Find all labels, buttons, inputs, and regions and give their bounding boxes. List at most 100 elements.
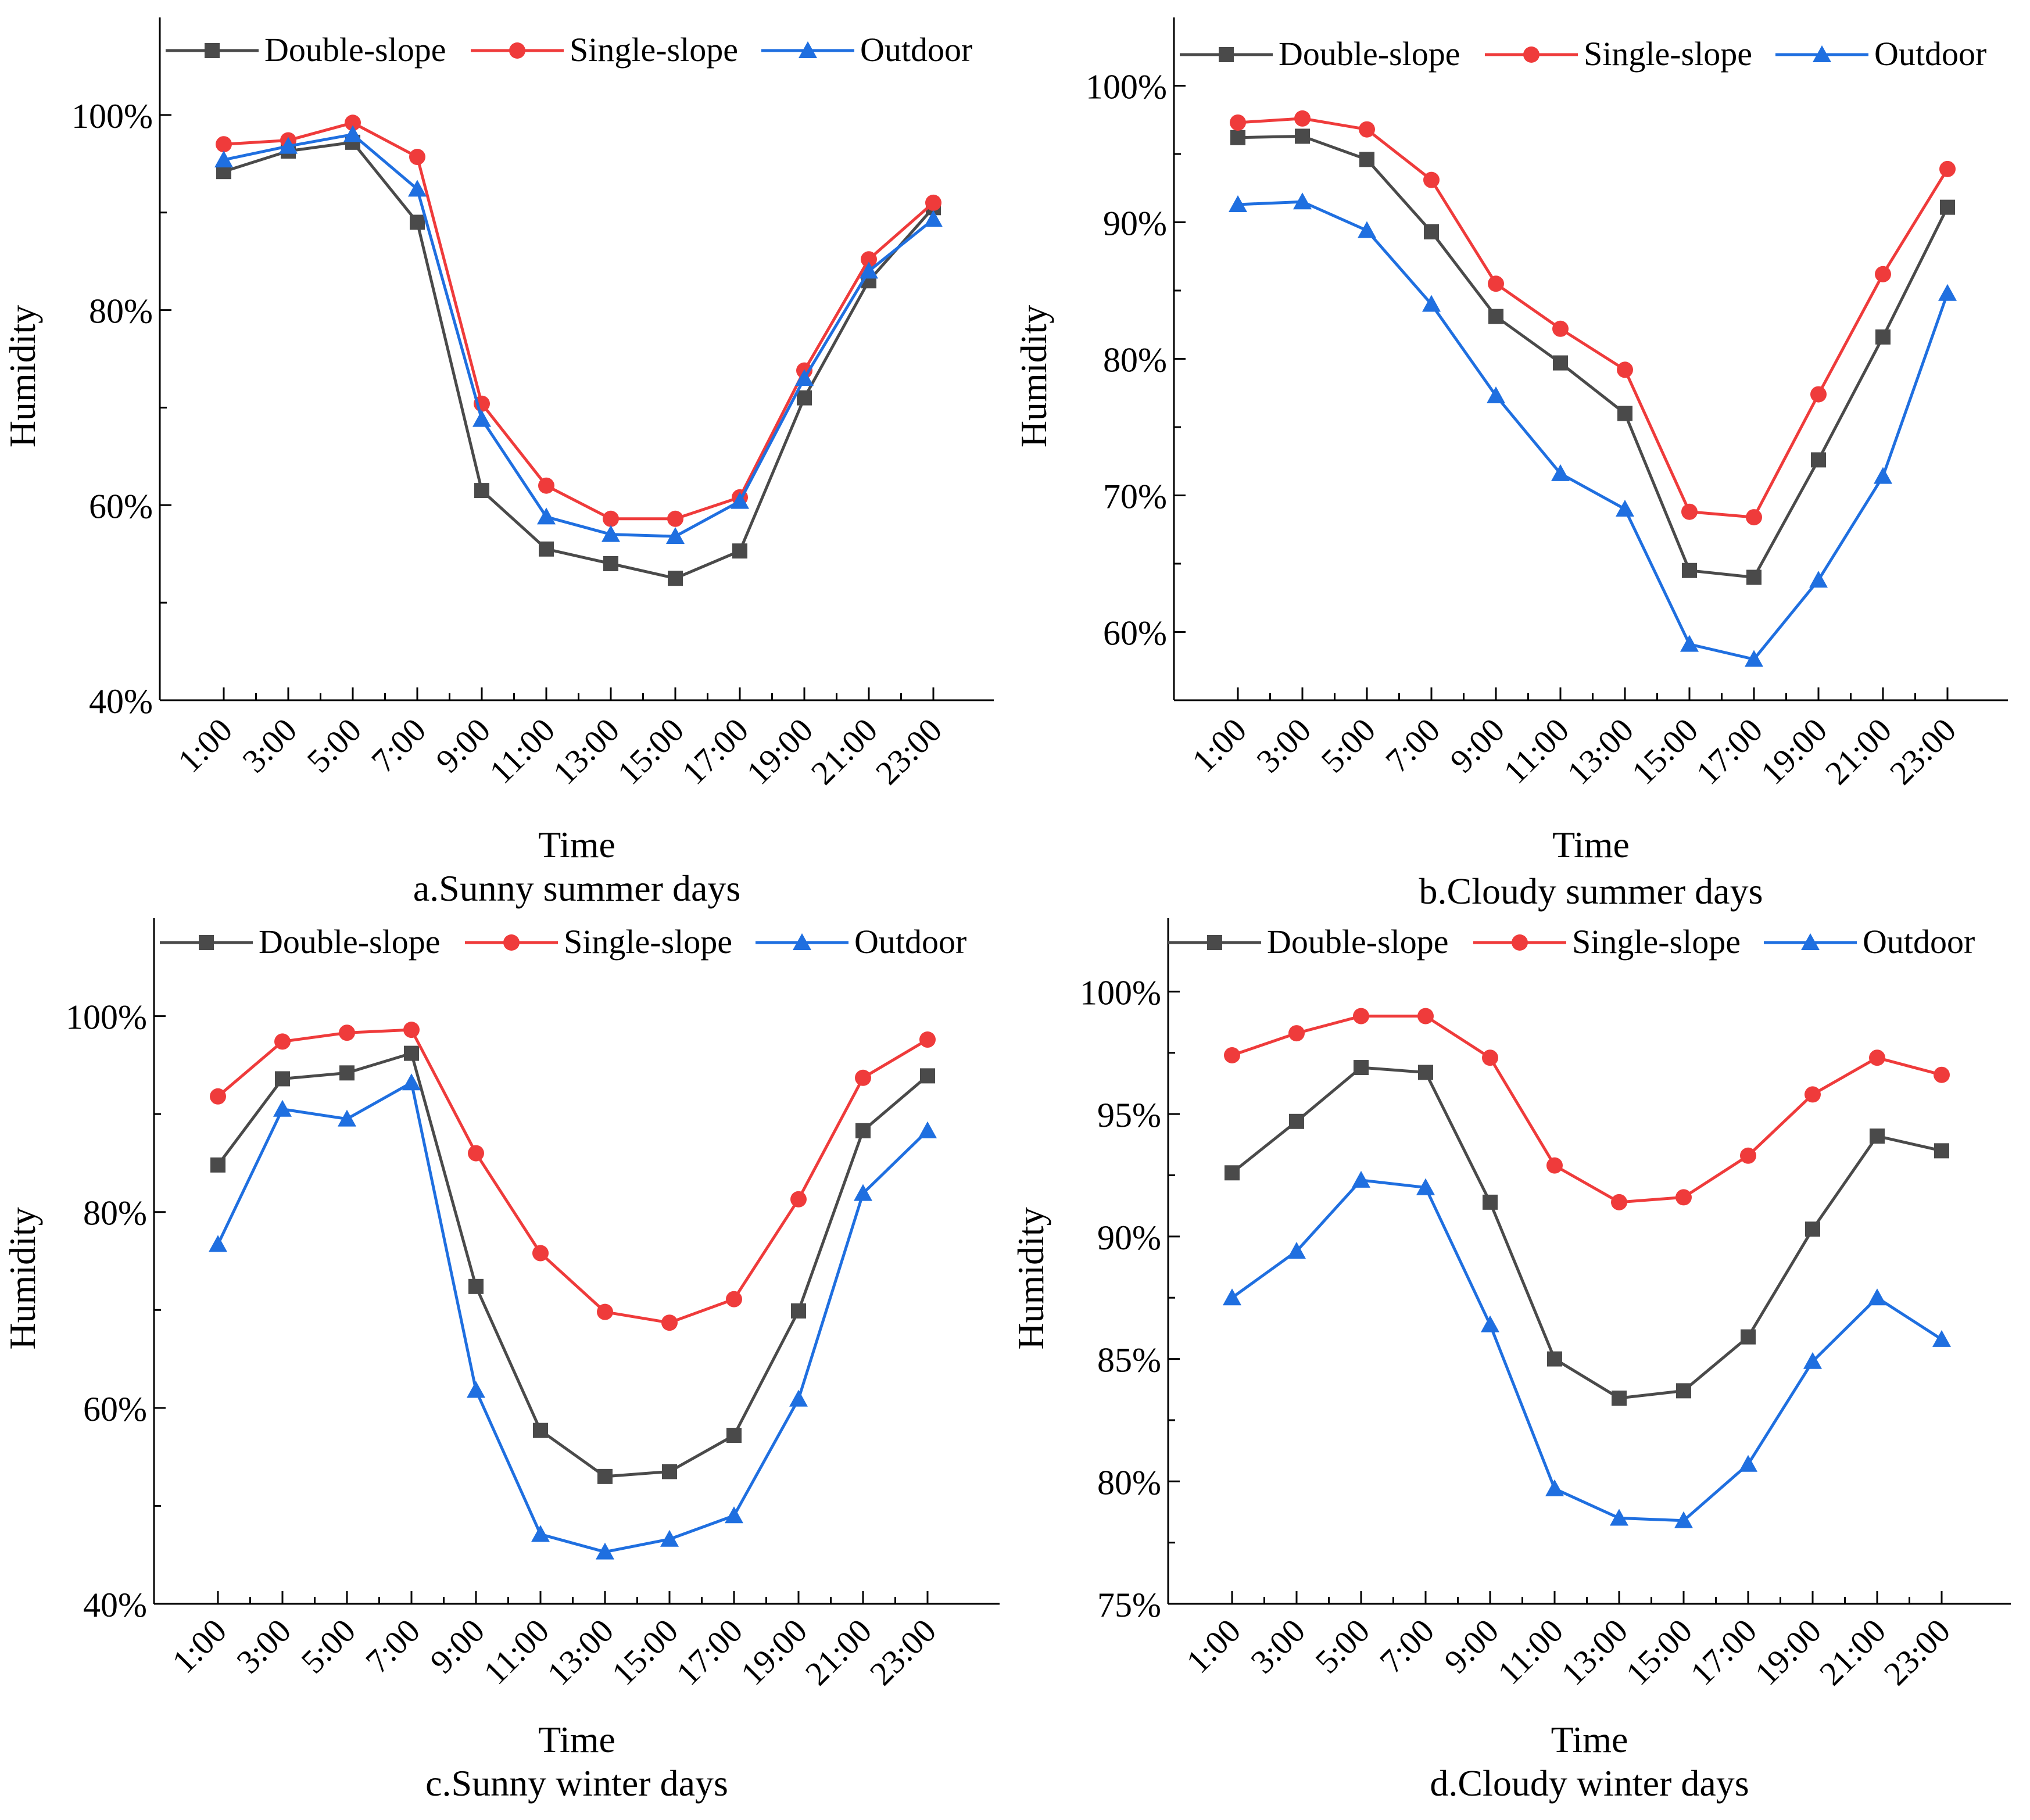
data-point-outdoor xyxy=(1358,221,1376,238)
data-point-double-slope xyxy=(668,571,683,586)
data-point-outdoor xyxy=(1932,1330,1951,1347)
data-point-double-slope xyxy=(1617,406,1632,421)
series-line-double-slope xyxy=(1231,1066,1942,1400)
data-point-single-slope xyxy=(1288,1025,1305,1042)
data-point-outdoor xyxy=(472,410,491,427)
data-point-double-slope xyxy=(1746,569,1762,585)
data-point-outdoor xyxy=(666,527,685,544)
y-axis-label: Humidity xyxy=(2,1207,43,1349)
data-point-single-slope xyxy=(1939,160,1956,177)
data-point-outdoor xyxy=(1616,500,1634,517)
legend-marker xyxy=(509,42,525,59)
data-point-double-slope xyxy=(1230,130,1245,145)
x-tick-label: 15:00 xyxy=(1619,1611,1699,1692)
x-tick-label: 11:00 xyxy=(476,1611,556,1692)
data-point-single-slope xyxy=(661,1314,678,1331)
legend-label: Single-slope xyxy=(570,31,738,69)
legend-label: Double-slope xyxy=(1279,35,1460,73)
x-tick-label: 5:00 xyxy=(293,1611,363,1681)
panel-caption: c.Sunny winter days xyxy=(425,1762,728,1804)
x-tick-label: 1:00 xyxy=(170,711,239,780)
x-tick-label: 3:00 xyxy=(229,1611,298,1681)
data-point-single-slope xyxy=(345,114,361,131)
y-tick-label: 80% xyxy=(1097,1463,1161,1502)
x-tick-label: 19:00 xyxy=(1748,1611,1828,1692)
legend-label: Double-slope xyxy=(259,923,441,961)
data-point-single-slope xyxy=(403,1022,420,1038)
legend-label: Outdoor xyxy=(854,923,966,961)
data-point-outdoor xyxy=(1229,195,1247,212)
data-point-outdoor xyxy=(408,180,427,197)
data-point-double-slope xyxy=(410,214,425,230)
data-point-double-slope xyxy=(1295,128,1310,144)
data-point-outdoor xyxy=(1874,467,1892,484)
data-point-double-slope xyxy=(1805,1221,1820,1237)
y-tick-label: 70% xyxy=(1103,478,1167,516)
data-point-single-slope xyxy=(1810,386,1827,403)
x-tick-label: 19:00 xyxy=(1753,711,1834,791)
legend-marker xyxy=(1219,47,1234,62)
data-point-double-slope xyxy=(1354,1060,1369,1076)
data-point-outdoor xyxy=(1674,1511,1693,1528)
data-point-outdoor xyxy=(1551,464,1570,481)
x-tick-label: 1:00 xyxy=(1179,1611,1248,1681)
y-tick-label: 80% xyxy=(1103,341,1167,379)
y-tick-label: 100% xyxy=(71,97,153,135)
y-tick-label: 95% xyxy=(1097,1096,1161,1134)
data-point-single-slope xyxy=(1869,1049,1885,1066)
x-tick-label: 23:00 xyxy=(1877,1611,1957,1692)
data-point-single-slope xyxy=(1294,110,1311,127)
data-point-double-slope xyxy=(539,541,554,557)
data-point-outdoor xyxy=(731,492,749,509)
data-point-outdoor xyxy=(1352,1170,1370,1188)
legend: Double-slope Single-slope Outdoor xyxy=(1168,923,1975,961)
data-point-double-slope xyxy=(533,1423,548,1438)
series-line-double-slope xyxy=(223,141,935,580)
data-point-outdoor xyxy=(273,1099,292,1117)
x-tick-label: 21:00 xyxy=(1812,1611,1893,1692)
data-point-double-slope xyxy=(726,1428,742,1443)
data-point-single-slope xyxy=(1617,361,1633,378)
data-point-outdoor xyxy=(209,1235,227,1252)
data-point-double-slope xyxy=(1875,329,1891,345)
data-point-outdoor xyxy=(1287,1242,1306,1259)
x-tick-label: 19:00 xyxy=(739,711,820,791)
data-point-double-slope xyxy=(603,556,618,571)
data-point-double-slope xyxy=(1488,309,1503,324)
data-point-outdoor xyxy=(1223,1288,1241,1306)
data-point-single-slope xyxy=(603,510,619,527)
data-point-outdoor xyxy=(279,137,298,154)
y-tick-label: 80% xyxy=(83,1194,147,1233)
chart-panel-c: 40%60%80%100%1:003:005:007:009:0011:0013… xyxy=(2,918,1000,1804)
data-point-single-slope xyxy=(1552,320,1569,337)
data-point-outdoor xyxy=(1422,295,1441,312)
panel-caption: b.Cloudy summer days xyxy=(1419,870,1763,912)
data-point-outdoor xyxy=(1293,192,1312,210)
data-point-outdoor xyxy=(1868,1288,1886,1306)
legend-marker xyxy=(205,43,220,58)
x-tick-label: 23:00 xyxy=(1882,711,1963,791)
data-point-double-slope xyxy=(1225,1165,1240,1181)
x-tick-label: 17:00 xyxy=(1683,1611,1764,1692)
series-line-outdoor xyxy=(223,132,935,538)
x-tick-label: 15:00 xyxy=(1624,711,1705,791)
data-point-single-slope xyxy=(339,1024,355,1041)
x-tick-label: 5:00 xyxy=(299,711,368,780)
data-point-outdoor xyxy=(1487,386,1505,403)
data-point-single-slope xyxy=(1675,1189,1692,1206)
data-point-single-slope xyxy=(919,1031,936,1048)
data-point-single-slope xyxy=(726,1291,742,1307)
y-tick-label: 100% xyxy=(66,998,147,1037)
series-line-single-slope xyxy=(1231,1015,1942,1204)
y-tick-label: 90% xyxy=(1097,1219,1161,1257)
data-point-double-slope xyxy=(662,1464,677,1479)
data-point-double-slope xyxy=(1612,1391,1627,1406)
legend-label: Outdoor xyxy=(1863,923,1975,961)
legend-label: Outdoor xyxy=(860,31,972,69)
data-point-outdoor xyxy=(1545,1479,1564,1496)
x-tick-label: 13:00 xyxy=(1560,711,1641,791)
y-axis-label: Humidity xyxy=(1010,1207,1051,1349)
y-tick-label: 85% xyxy=(1097,1341,1161,1380)
data-point-outdoor xyxy=(1610,1509,1628,1526)
series-line-outdoor xyxy=(1237,200,1949,661)
